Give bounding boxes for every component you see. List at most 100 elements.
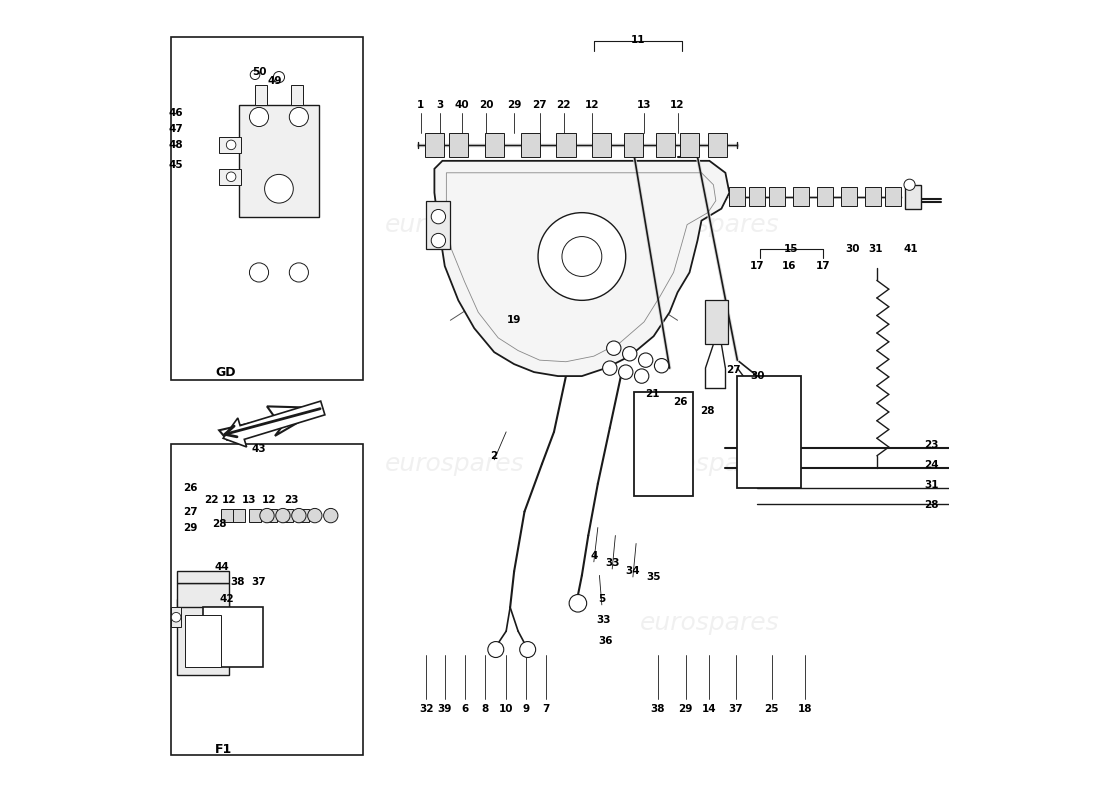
Text: eurospares: eurospares [639,452,779,476]
Circle shape [538,213,626,300]
Text: 12: 12 [262,494,276,505]
Bar [177,599,229,675]
Circle shape [289,107,308,126]
Text: 36: 36 [598,636,613,646]
Bar [884,187,901,206]
Text: 27: 27 [532,100,547,110]
Circle shape [308,509,322,522]
Text: 21: 21 [645,389,659,398]
Circle shape [227,172,235,182]
Bar [177,583,229,607]
Bar [239,105,319,217]
Text: 29: 29 [679,703,693,714]
Text: 22: 22 [557,100,571,110]
Bar [425,133,444,157]
Circle shape [618,365,632,379]
Text: 20: 20 [478,100,494,110]
Bar [255,85,267,105]
Text: 28: 28 [924,500,939,510]
Bar [280,510,294,522]
Text: 6: 6 [461,703,469,714]
Circle shape [227,140,235,150]
Bar [265,510,277,522]
Bar [172,444,363,754]
Text: 23: 23 [284,494,298,505]
Bar [249,510,262,522]
Bar [749,187,766,206]
Bar [905,185,921,209]
Text: 42: 42 [220,594,234,604]
Text: 45: 45 [168,160,184,170]
Circle shape [276,509,290,522]
Text: 29: 29 [507,100,521,110]
Text: 32: 32 [419,703,433,714]
Circle shape [289,263,308,282]
Bar [449,133,468,157]
Text: 12: 12 [670,100,685,110]
Bar [793,187,810,206]
Text: 37: 37 [252,577,266,586]
Bar [656,133,675,157]
Text: 28: 28 [212,518,227,529]
Circle shape [323,509,338,522]
Text: 31: 31 [924,480,939,490]
Bar [708,133,727,157]
Bar [427,201,450,249]
Text: 41: 41 [903,243,917,254]
Circle shape [292,509,306,522]
Polygon shape [434,161,729,376]
Text: 25: 25 [764,703,779,714]
Text: eurospares: eurospares [639,611,779,635]
Circle shape [635,369,649,383]
Text: 28: 28 [701,406,715,416]
Bar [177,571,229,583]
Circle shape [603,361,617,375]
Bar [769,187,785,206]
Text: 13: 13 [241,494,256,505]
Text: 37: 37 [728,703,744,714]
Text: 17: 17 [750,261,764,271]
Text: 18: 18 [798,703,813,714]
Text: 46: 46 [168,108,184,118]
Bar [204,607,263,667]
Circle shape [260,509,274,522]
Text: 23: 23 [924,441,939,450]
Circle shape [562,237,602,277]
Text: 35: 35 [647,572,661,582]
Text: 33: 33 [605,558,619,569]
Text: 10: 10 [499,703,514,714]
Bar [624,133,644,157]
Text: 12: 12 [585,100,600,110]
Text: 47: 47 [168,124,184,134]
Text: 9: 9 [522,703,529,714]
Text: 14: 14 [702,703,717,714]
Bar [737,376,801,488]
Circle shape [274,71,285,82]
Text: eurospares: eurospares [385,213,524,237]
Bar [557,133,575,157]
Text: 27: 27 [726,365,740,374]
Text: 7: 7 [542,703,550,714]
Polygon shape [219,406,322,440]
Text: 48: 48 [168,140,184,150]
Text: 49: 49 [267,76,283,86]
Text: eurospares: eurospares [385,452,524,476]
Text: 1: 1 [417,100,425,110]
Text: 30: 30 [750,371,764,381]
Bar [185,615,221,667]
Text: GD: GD [216,366,235,378]
Circle shape [250,107,268,126]
Text: 38: 38 [230,577,244,586]
Text: 26: 26 [184,482,198,493]
Text: 19: 19 [507,315,521,326]
Bar [729,187,746,206]
Text: 16: 16 [782,261,796,271]
Circle shape [431,234,446,248]
Bar [290,85,303,105]
Bar [219,137,242,153]
Text: 11: 11 [630,34,645,45]
Bar [219,169,242,185]
Text: 30: 30 [846,243,860,254]
Text: 24: 24 [924,460,939,470]
Bar [233,510,245,522]
